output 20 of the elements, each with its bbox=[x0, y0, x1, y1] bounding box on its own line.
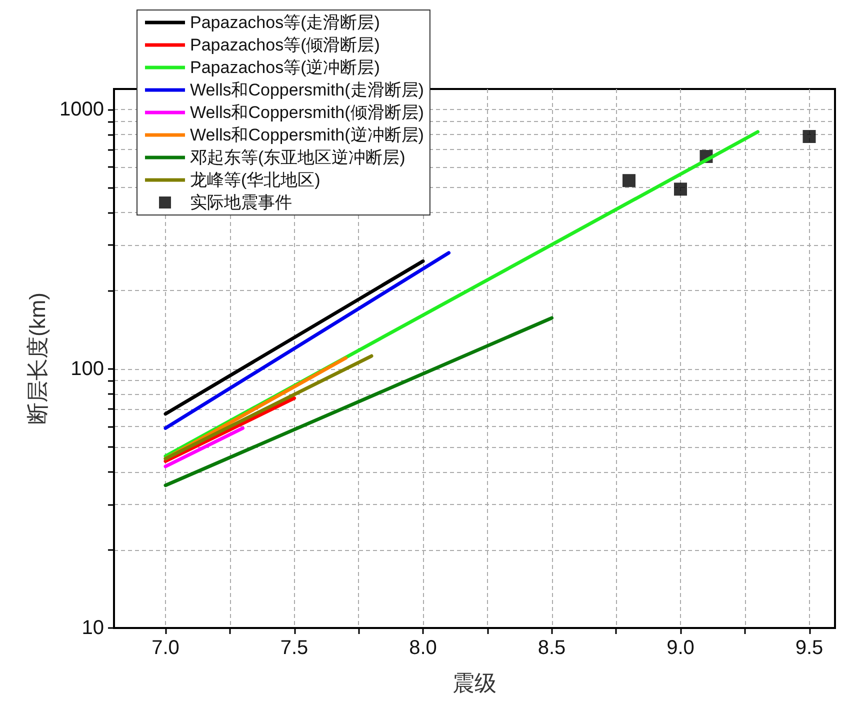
legend-label: Wells和Coppersmith(倾滑断层) bbox=[190, 103, 424, 122]
y-axis-title: 断层长度(km) bbox=[25, 292, 50, 424]
x-tick-label: 7.5 bbox=[280, 637, 308, 659]
x-tick-label: 7.0 bbox=[152, 637, 180, 659]
legend-label: Papazachos等(倾滑断层) bbox=[190, 36, 380, 54]
legend-label: 邓起东等(东亚地区逆冲断层) bbox=[190, 148, 406, 167]
x-tick-label: 9.0 bbox=[666, 637, 694, 659]
x-axis-title: 震级 bbox=[452, 670, 496, 696]
x-tick-label: 8.0 bbox=[409, 637, 437, 659]
y-tick-label: 100 bbox=[70, 358, 104, 380]
legend-label: Wells和Coppersmith(走滑断层) bbox=[190, 80, 424, 100]
legend-label: Papazachos等(走滑断层) bbox=[190, 13, 380, 32]
y-tick-label: 10 bbox=[82, 617, 104, 639]
legend-label: Papazachos等(逆冲断层) bbox=[190, 58, 380, 77]
x-tick-label: 9.5 bbox=[795, 637, 824, 659]
legend-label: 龙峰等(华北地区) bbox=[190, 170, 320, 190]
y-tick-label: 1000 bbox=[60, 98, 104, 121]
x-tick-label: 8.5 bbox=[538, 637, 566, 659]
legend-label: 实际地震事件 bbox=[190, 193, 292, 212]
legend-label: Wells和Coppersmith(逆冲断层) bbox=[190, 126, 424, 144]
